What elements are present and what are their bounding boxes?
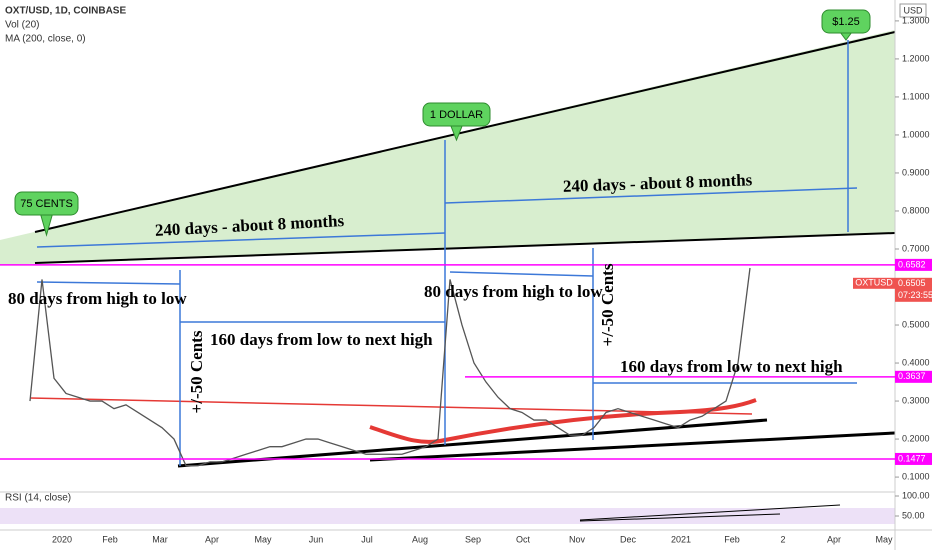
trendline xyxy=(34,232,896,264)
chart-title: OXT/USD, 1D, COINBASE xyxy=(5,6,126,17)
countdown: 07:23:55 xyxy=(898,290,932,300)
y-tick-label: 0.5000 xyxy=(902,319,930,329)
x-tick-label: Oct xyxy=(516,534,531,544)
measure-lines xyxy=(36,40,858,466)
y-tick-label: 0.8000 xyxy=(902,205,930,215)
x-tick-label: Dec xyxy=(620,534,637,544)
x-tick-label: Nov xyxy=(569,534,586,544)
annotation: 80 days from high to low xyxy=(424,282,603,301)
indicator-label: MA (200, close, 0) xyxy=(5,34,86,45)
y-tick-label: 1.2000 xyxy=(902,53,930,63)
callout-box xyxy=(821,9,871,34)
x-tick-label: Feb xyxy=(724,534,740,544)
y-tick-label: 0.7000 xyxy=(902,243,930,253)
x-tick-label: Aug xyxy=(412,534,428,544)
currency-box xyxy=(899,3,927,18)
symbol-label: OXTUSD xyxy=(855,278,893,288)
trendline xyxy=(34,31,896,233)
x-tick-label: 2021 xyxy=(671,534,691,544)
callout-text: 75 CENTS xyxy=(20,198,73,210)
price-level-tag xyxy=(895,370,932,383)
x-tick-label: Apr xyxy=(205,534,219,544)
rsi-tick-label: 50.00 xyxy=(902,510,925,520)
annotation: 160 days from low to next high xyxy=(210,330,433,349)
x-tick-label: Sep xyxy=(465,534,481,544)
rsi-tick-label: 100.00 xyxy=(902,490,930,500)
callout-text: 1 DOLLAR xyxy=(430,109,483,121)
x-tick-label: Feb xyxy=(102,534,118,544)
x-tick-label: May xyxy=(254,534,272,544)
symbol-tag xyxy=(853,277,895,289)
currency: USD xyxy=(903,5,923,15)
price-level-label: 0.1477 xyxy=(898,453,926,463)
y-tick-label: 1.1000 xyxy=(902,91,930,101)
annotation: 160 days from low to next high xyxy=(620,357,843,376)
trendline xyxy=(579,504,841,521)
indicator-label: Vol (20) xyxy=(5,20,39,31)
trendline xyxy=(369,431,896,462)
annotation: +/-50 Cents xyxy=(598,263,617,346)
price-level-tag xyxy=(895,258,932,271)
callout-box xyxy=(422,102,491,127)
x-tick-label: Jun xyxy=(309,534,324,544)
callout-pointer xyxy=(450,124,463,142)
rsi-label: RSI (14, close) xyxy=(5,493,71,504)
callout-box xyxy=(14,191,79,216)
last-price-label: 0.6505 xyxy=(898,278,926,288)
x-tick-label: Apr xyxy=(827,534,841,544)
x-tick-label: 2020 xyxy=(52,534,72,544)
y-tick-label: 0.2000 xyxy=(902,433,930,443)
trendline xyxy=(579,513,781,522)
y-tick-label: 0.4000 xyxy=(902,357,930,367)
price-level-label: 0.6582 xyxy=(898,259,926,269)
x-tick-label: May xyxy=(875,534,893,544)
x-tick-label: 2 xyxy=(780,534,785,544)
y-tick-label: 0.9000 xyxy=(902,167,930,177)
trendline xyxy=(29,397,753,415)
y-tick-label: 1.3000 xyxy=(902,15,930,25)
callout-pointer xyxy=(839,31,853,41)
callout-text: $1.25 xyxy=(832,16,860,28)
y-tick-label: 0.1000 xyxy=(902,471,930,481)
annotation: 80 days from high to low xyxy=(8,289,187,308)
y-tick-label: 0.3000 xyxy=(902,395,930,405)
x-tick-label: Mar xyxy=(152,534,168,544)
annotation: +/-50 Cents xyxy=(187,330,206,413)
price-level-tag xyxy=(895,452,932,465)
moving-average xyxy=(369,398,757,444)
wedge-fill xyxy=(0,30,895,265)
callout-pointer xyxy=(40,213,53,237)
last-price-tag xyxy=(895,277,932,302)
price-line xyxy=(29,267,751,467)
rsi-band xyxy=(0,508,895,524)
y-tick-label: 1.0000 xyxy=(902,129,930,139)
x-tick-label: Jul xyxy=(361,534,373,544)
price-level-label: 0.3637 xyxy=(898,371,926,381)
